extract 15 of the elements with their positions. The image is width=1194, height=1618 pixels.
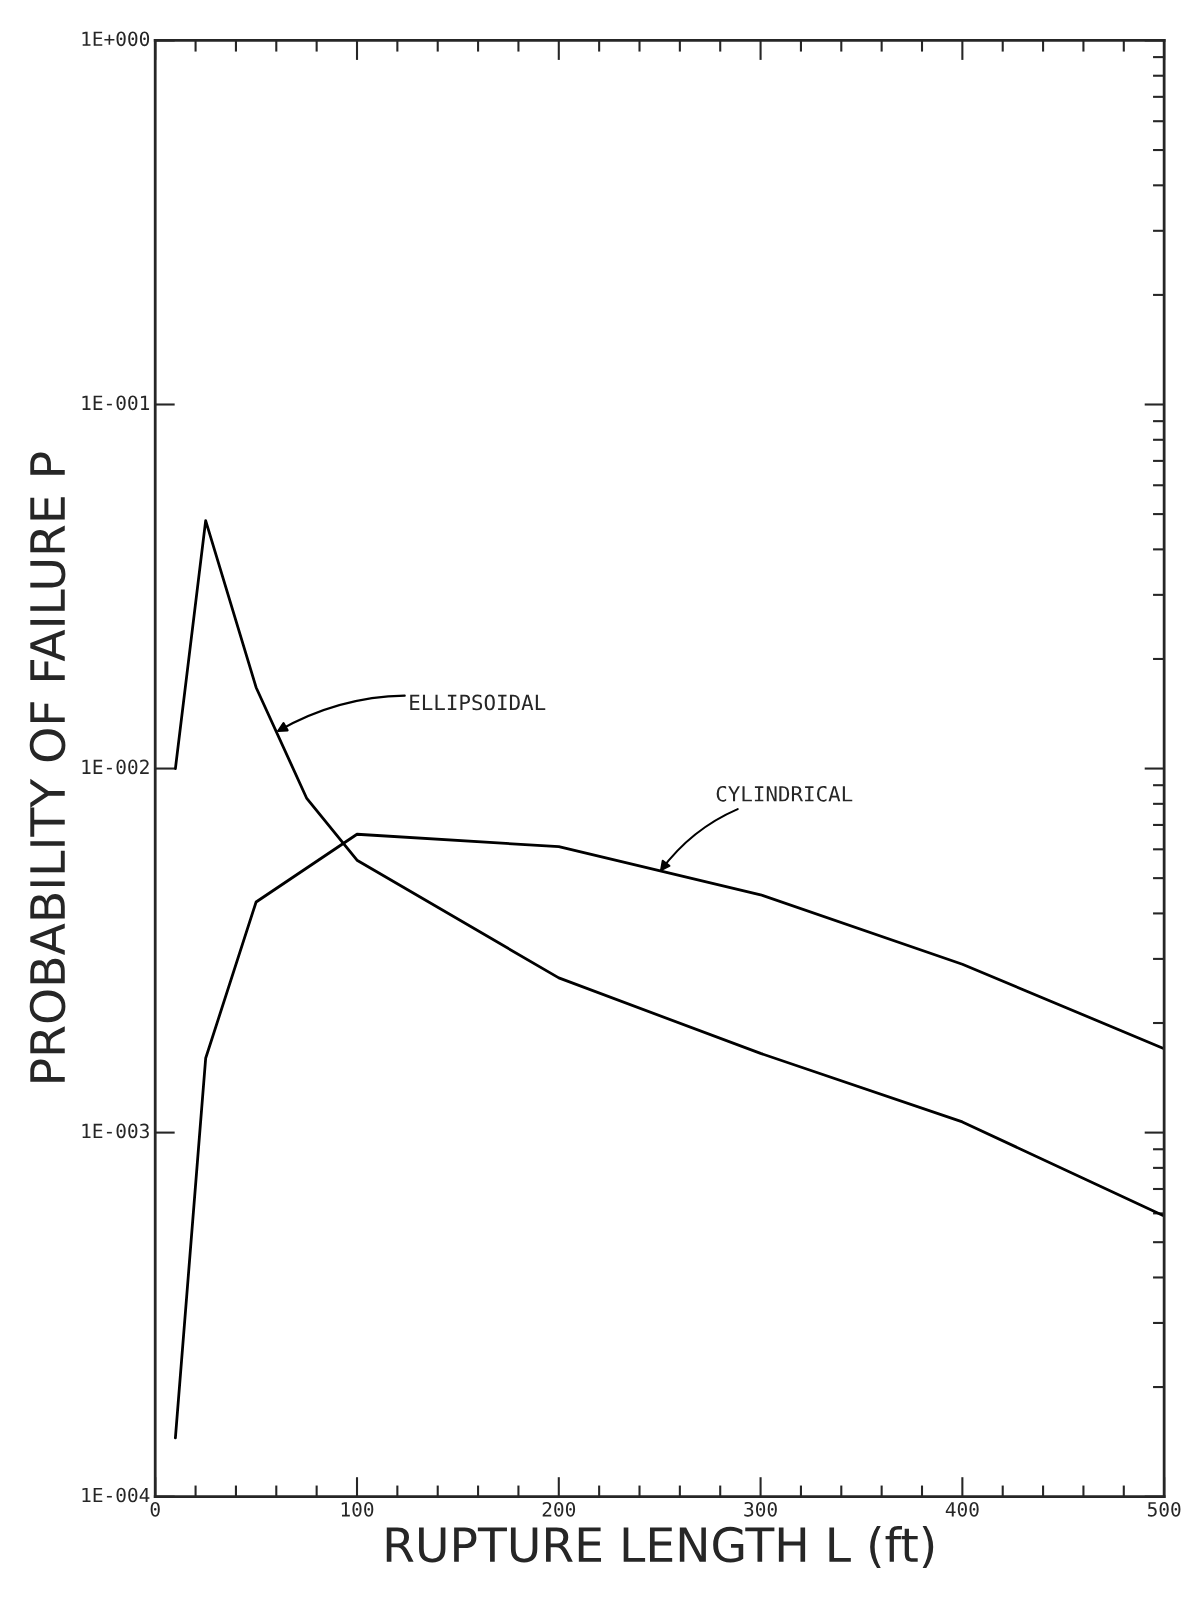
x-tick-label: 500 (1147, 1501, 1181, 1517)
y-tick-label: 1E-001 (82, 395, 150, 411)
x-tick-label: 0 (150, 1501, 160, 1517)
y-tick-label: 1E+000 (82, 31, 150, 47)
y-tick-label: 1E-002 (82, 759, 149, 775)
annotation: CYLINDRICAL (716, 785, 853, 802)
x-tick-label: 300 (744, 1501, 777, 1517)
x-axis-title: RUPTURE LENGTH L (ft) (386, 1525, 934, 1569)
y-tick-label: 1E-003 (82, 1123, 149, 1139)
y-axis-title: PROBABILITY OF FAILURE P (29, 452, 66, 1082)
y-tick-label: 1E-004 (82, 1487, 150, 1503)
x-tick-label: 100 (341, 1501, 374, 1517)
x-tick-label: 200 (542, 1501, 576, 1517)
x-tick-label: 400 (945, 1501, 979, 1517)
annotation: ELLIPSOIDAL (410, 694, 546, 711)
